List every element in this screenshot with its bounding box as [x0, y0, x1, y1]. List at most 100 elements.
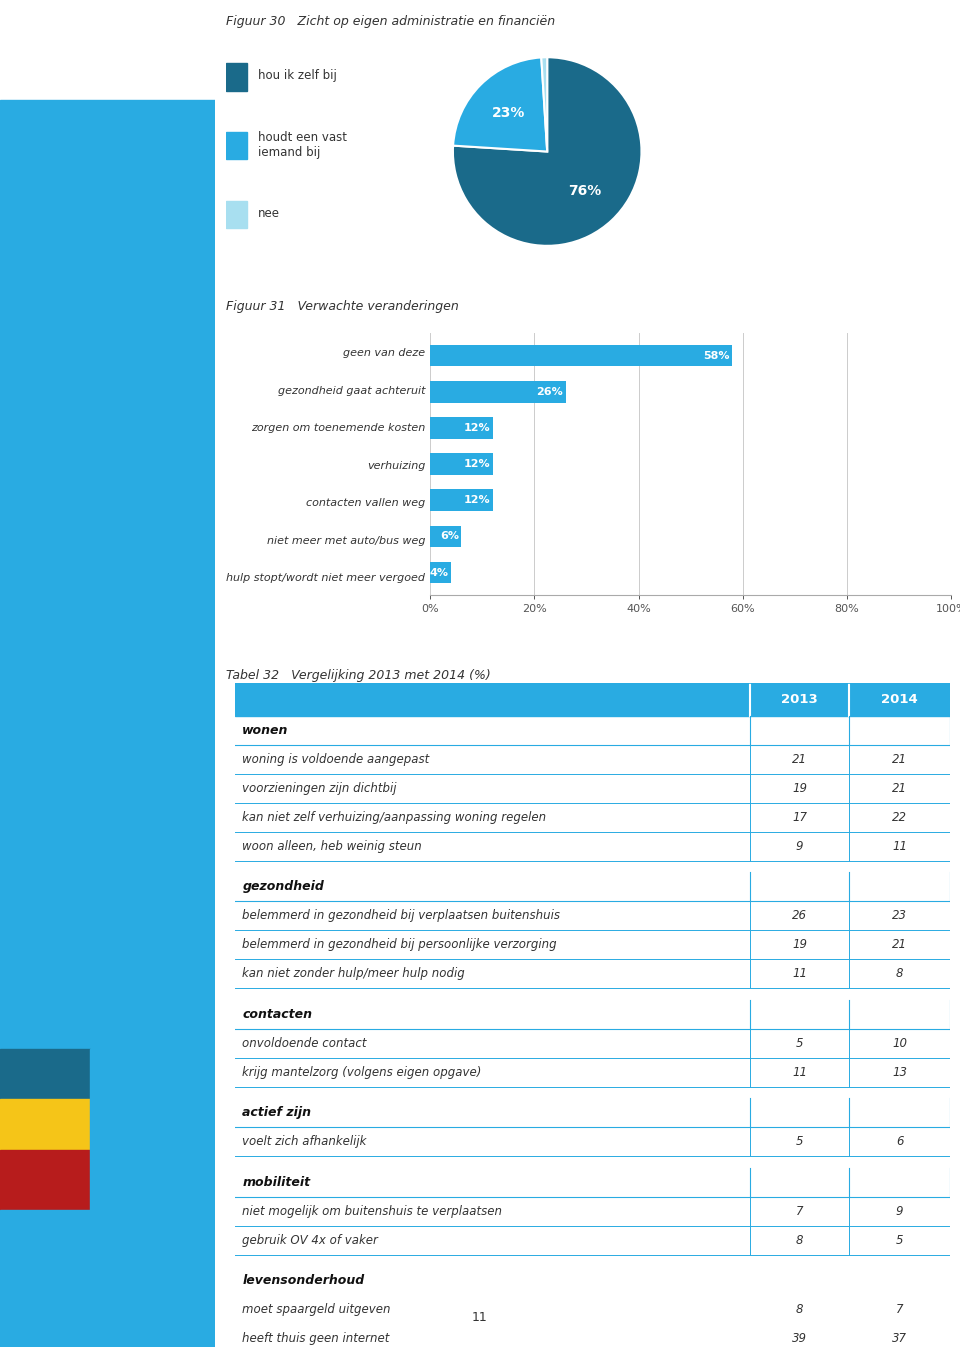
Text: 13: 13	[892, 1065, 907, 1079]
Text: gebruik OV 4x of vaker: gebruik OV 4x of vaker	[242, 1234, 378, 1246]
Text: 12%: 12%	[464, 423, 490, 432]
Bar	[235, 861, 950, 873]
Text: houdt een vast
iemand bij: houdt een vast iemand bij	[258, 131, 348, 159]
Bar	[235, 1296, 950, 1324]
Text: 8: 8	[796, 1303, 804, 1316]
Bar	[0, 1150, 90, 1210]
Bar	[0, 1099, 90, 1150]
Text: 5: 5	[796, 1136, 804, 1148]
Text: niet mogelijk om buitenshuis te verplaatsen: niet mogelijk om buitenshuis te verplaat…	[242, 1204, 502, 1218]
Bar	[235, 1156, 950, 1168]
Bar	[235, 1098, 950, 1127]
Text: 26%: 26%	[537, 387, 563, 396]
Text: moet spaargeld uitgeven: moet spaargeld uitgeven	[242, 1303, 391, 1316]
Text: 21: 21	[792, 753, 807, 766]
Bar	[235, 717, 950, 745]
Bar	[235, 803, 950, 832]
Text: hulp stopt/wordt niet meer vergoed: hulp stopt/wordt niet meer vergoed	[227, 574, 425, 583]
Text: 8: 8	[896, 967, 903, 981]
Text: zorgen om toenemende kosten: zorgen om toenemende kosten	[251, 423, 425, 434]
Bar	[430, 381, 565, 403]
Text: krijg mantelzorg (volgens eigen opgave): krijg mantelzorg (volgens eigen opgave)	[242, 1065, 482, 1079]
Bar	[235, 745, 950, 775]
Bar	[235, 1057, 950, 1087]
Text: 19: 19	[792, 781, 807, 795]
Text: 39: 39	[792, 1332, 807, 1346]
Text: 2014: 2014	[881, 692, 918, 706]
Bar	[235, 1254, 950, 1266]
Text: 23%: 23%	[492, 106, 525, 120]
Text: 12%: 12%	[464, 459, 490, 469]
Text: onvoldoende contact: onvoldoende contact	[242, 1037, 367, 1049]
Text: geen van deze: geen van deze	[343, 349, 425, 358]
Text: 6%: 6%	[440, 532, 459, 541]
Text: voelt zich afhankelijk: voelt zich afhankelijk	[242, 1136, 367, 1148]
Wedge shape	[453, 58, 547, 151]
Text: 9: 9	[796, 839, 804, 853]
Text: 11: 11	[892, 839, 907, 853]
Bar	[235, 775, 950, 803]
Bar	[235, 959, 950, 989]
Text: belemmerd in gezondheid bij verplaatsen buitenshuis: belemmerd in gezondheid bij verplaatsen …	[242, 909, 561, 923]
Bar	[226, 63, 247, 90]
Text: 21: 21	[892, 781, 907, 795]
Bar	[226, 132, 247, 159]
Text: 5: 5	[896, 1234, 903, 1246]
Text: 37: 37	[892, 1332, 907, 1346]
Text: gezondheid: gezondheid	[242, 881, 324, 893]
Bar	[90, 1049, 215, 1347]
Bar	[235, 1127, 950, 1156]
Bar	[235, 989, 950, 999]
Bar	[235, 1226, 950, 1254]
Text: actief zijn: actief zijn	[242, 1106, 311, 1119]
Text: 11: 11	[472, 1311, 488, 1324]
Bar	[226, 201, 247, 229]
Text: 26: 26	[792, 909, 807, 923]
Bar	[235, 1087, 950, 1098]
Text: 8: 8	[796, 1234, 804, 1246]
Text: 58%: 58%	[704, 350, 730, 361]
Bar	[235, 683, 950, 717]
Bar	[235, 1266, 950, 1296]
Bar	[235, 931, 950, 959]
Text: contacten: contacten	[242, 1008, 312, 1021]
Bar	[430, 345, 732, 366]
Text: 7: 7	[896, 1303, 903, 1316]
Bar	[235, 901, 950, 931]
Text: mobiliteit: mobiliteit	[242, 1176, 310, 1188]
Text: 11: 11	[792, 967, 807, 981]
Text: 2013: 2013	[781, 692, 818, 706]
Text: 21: 21	[892, 753, 907, 766]
Bar	[0, 1049, 90, 1099]
Text: Figuur 31   Verwachte veranderingen: Figuur 31 Verwachte veranderingen	[226, 300, 458, 314]
Text: belemmerd in gezondheid bij persoonlijke verzorging: belemmerd in gezondheid bij persoonlijke…	[242, 939, 557, 951]
Text: 7: 7	[796, 1204, 804, 1218]
Text: levensonderhoud: levensonderhoud	[242, 1274, 365, 1288]
Text: 17: 17	[792, 811, 807, 824]
Text: heeft thuis geen internet: heeft thuis geen internet	[242, 1332, 390, 1346]
Bar	[235, 832, 950, 861]
Text: 21: 21	[892, 939, 907, 951]
Text: 22: 22	[892, 811, 907, 824]
Text: gezondheid gaat achteruit: gezondheid gaat achteruit	[277, 385, 425, 396]
Bar	[235, 873, 950, 901]
Text: 10: 10	[892, 1037, 907, 1049]
Bar	[430, 489, 492, 511]
Text: 9: 9	[896, 1204, 903, 1218]
Text: 23: 23	[892, 909, 907, 923]
Wedge shape	[453, 57, 641, 245]
Bar	[430, 418, 492, 439]
Text: wonen: wonen	[242, 723, 289, 737]
Text: woon alleen, heb weinig steun: woon alleen, heb weinig steun	[242, 839, 422, 853]
Text: nee: nee	[258, 207, 280, 220]
Text: 6: 6	[896, 1136, 903, 1148]
Text: kan niet zonder hulp/meer hulp nodig: kan niet zonder hulp/meer hulp nodig	[242, 967, 465, 981]
Text: Figuur 30   Zicht op eigen administratie en financiën: Figuur 30 Zicht op eigen administratie e…	[226, 15, 555, 28]
Bar	[235, 1029, 950, 1057]
Bar	[0, 1210, 215, 1347]
Text: contacten vallen weg: contacten vallen weg	[306, 498, 425, 508]
Bar	[0, 100, 215, 1049]
Text: 19: 19	[792, 939, 807, 951]
Text: 4%: 4%	[429, 567, 448, 578]
Text: 5: 5	[796, 1037, 804, 1049]
